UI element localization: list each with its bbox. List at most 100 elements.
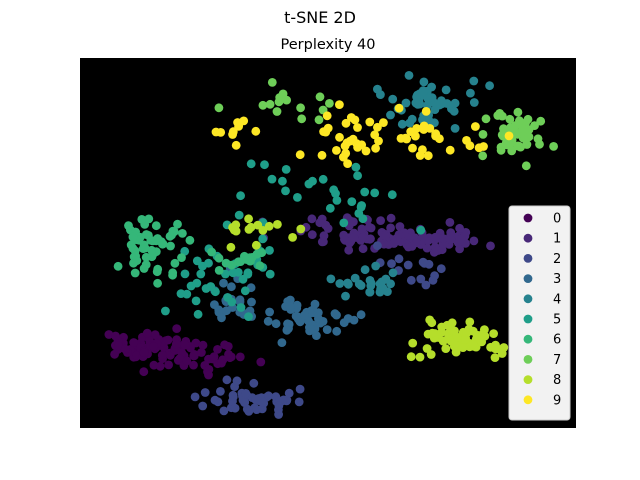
point-class-7 [536, 116, 546, 126]
point-class-9 [373, 122, 382, 132]
point-class-5 [236, 191, 246, 201]
point-class-6 [153, 278, 163, 288]
legend-label-9: 9 [553, 393, 561, 408]
point-class-2 [403, 260, 413, 270]
point-class-5 [354, 209, 364, 218]
point-class-3 [271, 319, 281, 329]
point-class-1 [437, 245, 447, 255]
series-2 [190, 241, 446, 419]
legend-marker-7 [523, 355, 533, 364]
point-class-3 [263, 316, 273, 326]
point-class-1 [455, 223, 464, 233]
point-class-6 [166, 241, 175, 251]
series-9 [211, 100, 514, 169]
point-class-8 [451, 347, 461, 357]
point-class-2 [284, 388, 294, 398]
point-class-5 [192, 278, 202, 288]
point-class-4 [360, 265, 370, 275]
legend-marker-1 [523, 233, 533, 243]
legend-marker-3 [523, 274, 533, 283]
point-class-0 [209, 352, 219, 361]
point-class-2 [198, 401, 208, 411]
legend-label-3: 3 [553, 272, 561, 287]
point-class-5 [223, 293, 233, 302]
point-class-5 [416, 225, 426, 235]
point-class-6 [151, 236, 161, 246]
point-class-9 [350, 115, 360, 125]
point-class-8 [450, 326, 459, 336]
point-class-1 [379, 239, 389, 249]
point-class-0 [223, 342, 233, 351]
point-class-2 [428, 275, 438, 285]
point-class-5 [196, 269, 206, 279]
legend-marker-4 [523, 294, 533, 304]
point-class-4 [365, 287, 375, 297]
point-class-3 [292, 300, 302, 310]
point-class-4 [373, 84, 382, 94]
point-class-7 [481, 114, 491, 124]
series-6 [113, 214, 267, 288]
legend-label-0: 0 [553, 212, 561, 227]
point-class-6 [170, 258, 180, 268]
point-class-1 [307, 230, 317, 240]
point-class-5 [387, 190, 397, 200]
point-class-8 [264, 221, 274, 231]
point-class-2 [274, 401, 284, 410]
point-class-0 [197, 348, 206, 357]
point-class-9 [471, 122, 480, 131]
point-class-5 [339, 218, 349, 228]
point-class-7 [265, 99, 275, 109]
point-class-8 [427, 318, 437, 328]
point-class-2 [406, 275, 416, 285]
point-class-5 [191, 296, 201, 306]
point-class-5 [238, 274, 248, 284]
point-class-9 [322, 111, 332, 121]
point-class-6 [137, 215, 147, 224]
point-class-9 [251, 126, 261, 136]
series-0 [104, 324, 266, 380]
figure-suptitle: t-SNE 2D [284, 8, 356, 27]
point-class-1 [340, 234, 349, 244]
point-class-5 [244, 312, 253, 321]
point-class-0 [163, 335, 173, 345]
legend-label-6: 6 [553, 333, 561, 348]
point-class-0 [150, 330, 160, 340]
point-class-5 [211, 287, 220, 297]
point-class-5 [281, 186, 290, 196]
point-class-5 [236, 303, 246, 312]
point-class-9 [295, 150, 305, 160]
point-class-6 [142, 230, 151, 239]
point-class-7 [272, 107, 282, 116]
point-class-6 [246, 256, 255, 266]
point-class-5 [360, 187, 370, 197]
point-class-7 [523, 114, 533, 124]
point-class-4 [441, 85, 451, 95]
point-class-4 [485, 81, 494, 91]
point-class-9 [323, 123, 333, 133]
point-class-7 [258, 100, 268, 110]
point-class-9 [341, 118, 351, 128]
point-class-1 [358, 244, 368, 254]
point-class-5 [260, 160, 269, 170]
point-class-0 [114, 341, 123, 351]
point-class-6 [130, 268, 140, 278]
point-class-3 [332, 326, 342, 336]
point-class-3 [285, 295, 295, 305]
point-class-8 [406, 352, 416, 362]
point-class-3 [277, 338, 287, 347]
legend-marker-0 [523, 213, 533, 223]
point-class-3 [300, 310, 309, 320]
point-class-2 [244, 407, 254, 416]
point-class-7 [296, 103, 305, 113]
legend-label-4: 4 [553, 292, 561, 307]
point-class-2 [219, 406, 229, 416]
point-class-0 [104, 330, 114, 339]
point-class-6 [128, 232, 138, 242]
point-class-8 [465, 317, 475, 327]
point-class-2 [210, 395, 220, 405]
point-class-4 [437, 99, 447, 109]
point-class-6 [178, 229, 187, 238]
point-class-7 [524, 125, 534, 134]
point-class-5 [278, 176, 287, 186]
point-class-8 [437, 322, 447, 332]
